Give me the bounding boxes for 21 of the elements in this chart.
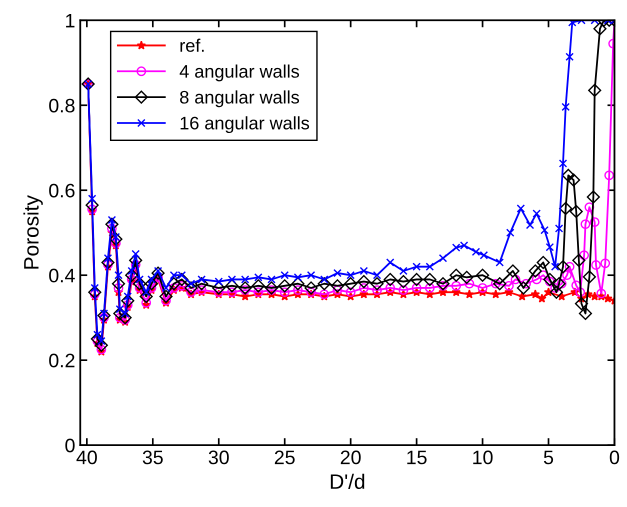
legend-label: 8 angular walls: [180, 90, 300, 108]
legend-label: 16 angular walls: [180, 116, 310, 134]
x-tick-label: 15: [407, 450, 427, 464]
y-tick-label: 0: [65, 438, 75, 452]
x-tick-label: 20: [340, 450, 361, 464]
x-tick-label: 35: [142, 450, 163, 464]
y-tick-label: 0.2: [49, 354, 74, 368]
x-tick-label: 5: [544, 450, 554, 464]
y-tick-label: 0.8: [49, 98, 75, 112]
x-tick-label: 30: [208, 450, 229, 464]
y-tick-label: 0.4: [49, 268, 75, 282]
x-tick-label: 40: [76, 450, 97, 464]
y-tick-label: 1: [66, 14, 74, 28]
y-axis-title: Porosity: [23, 195, 43, 269]
x-tick-label: 10: [473, 450, 493, 464]
y-tick-label: 0.6: [49, 184, 75, 198]
x-tick-label: 25: [274, 450, 295, 464]
legend-label: 4 angular walls: [180, 64, 300, 82]
x-tick-label: 0: [610, 450, 620, 464]
x-axis-title: D'/d: [330, 474, 364, 489]
legend-label: ref.: [180, 38, 204, 52]
